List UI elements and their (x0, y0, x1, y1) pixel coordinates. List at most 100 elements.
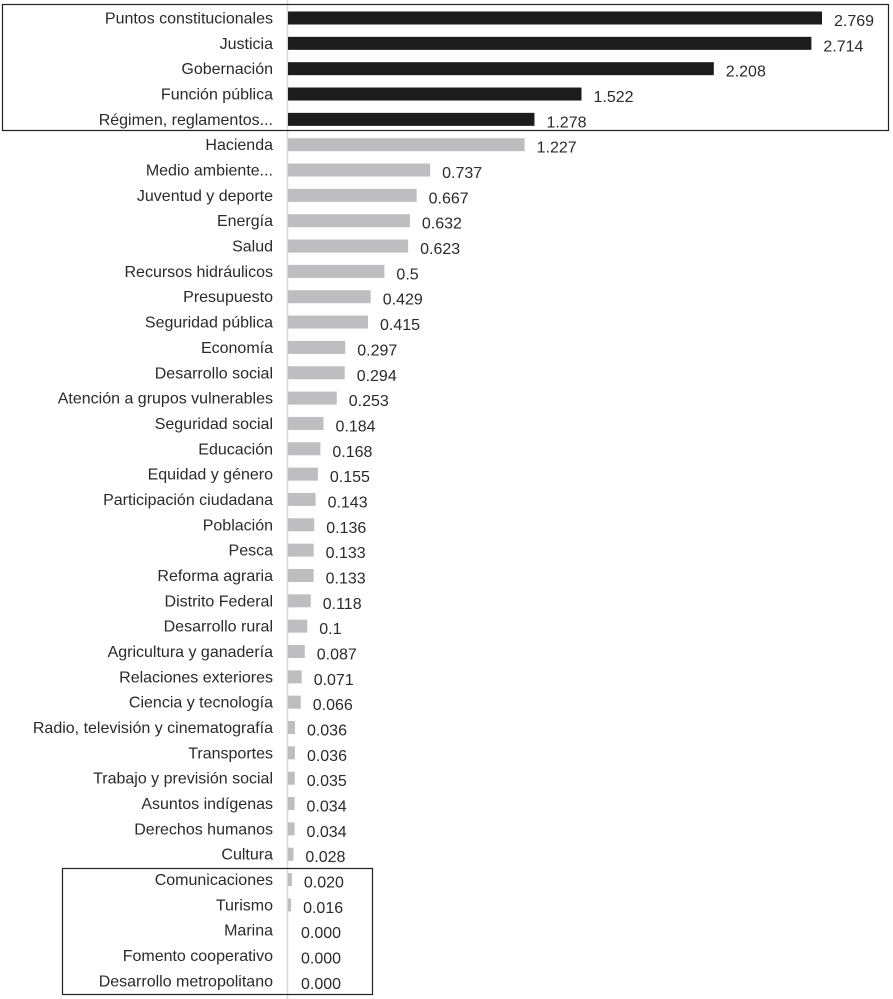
category-label: Cultura (221, 847, 273, 864)
category-label: Transportes (188, 745, 273, 762)
bar-row: Agricultura y ganadería 0.087 (108, 644, 357, 664)
value-label: 0.143 (328, 494, 368, 511)
category-label: Asuntos indígenas (141, 796, 273, 813)
bar (288, 112, 535, 126)
category-label: Equidad y género (148, 467, 274, 484)
bar (288, 594, 311, 608)
bar (288, 315, 369, 329)
bar-row: Juventud y deporte 0.667 (137, 188, 469, 208)
bar (288, 492, 316, 506)
bar (288, 518, 315, 532)
bar-row: Comunicaciones 0.020 (155, 872, 344, 892)
category-label: Justicia (220, 36, 273, 53)
bar (288, 340, 346, 354)
bar (288, 264, 385, 278)
category-label: Recursos hidráulicos (124, 264, 273, 281)
value-label: 0.184 (335, 418, 375, 435)
bar (288, 898, 292, 912)
category-label: Radio, televisión y cinematografía (33, 720, 273, 737)
bar (288, 670, 302, 684)
value-label: 0.623 (420, 241, 460, 258)
bar-row: Pesca 0.133 (229, 543, 366, 563)
bar-row: Justicia 2.714 (220, 36, 864, 56)
category-label: Gobernación (181, 61, 273, 78)
bar (288, 467, 318, 481)
bar (288, 239, 409, 253)
bar (288, 568, 314, 582)
category-label: Energía (217, 213, 273, 230)
value-label: 0.034 (307, 799, 347, 816)
bar-row: Régimen, reglamentos... 1.278 (99, 112, 587, 132)
bar (288, 873, 292, 887)
category-label: Trabajo y previsión social (93, 771, 273, 788)
bar (288, 619, 308, 633)
category-label: Atención a grupos vulnerables (58, 391, 273, 408)
bar-row: Ciencia y tecnología 0.066 (129, 695, 353, 715)
category-label: Agricultura y ganadería (108, 644, 274, 661)
bar-row: Turismo 0.016 (216, 897, 343, 917)
value-label: 0.133 (326, 545, 366, 562)
value-label: 0.087 (317, 647, 357, 664)
value-label: 0.297 (357, 342, 397, 359)
bar-row: Educación 0.168 (198, 441, 372, 461)
bar (288, 62, 714, 76)
bar-row: Energía 0.632 (217, 213, 462, 233)
bar-row: Transportes 0.036 (188, 745, 347, 765)
bar-row: Radio, televisión y cinematografía 0.036 (33, 720, 347, 740)
bar-row: Desarrollo rural 0.1 (164, 619, 342, 639)
value-label: 0.1 (319, 621, 341, 638)
category-label: Función pública (161, 87, 273, 104)
value-label: 1.278 (546, 114, 586, 131)
bar-row: Seguridad pública 0.415 (145, 315, 420, 335)
value-label: 0.000 (301, 976, 341, 993)
bar (288, 87, 582, 101)
category-label: Educación (198, 441, 273, 458)
category-label: Presupuesto (183, 289, 273, 306)
value-label: 0.136 (326, 520, 366, 537)
bar (288, 138, 525, 152)
top-group-box (1, 3, 890, 132)
value-label: 0.632 (422, 216, 462, 233)
category-label: Relaciones exteriores (119, 669, 273, 686)
category-label: Distrito Federal (165, 593, 273, 610)
category-label: Desarrollo social (155, 365, 273, 382)
value-label: 0.000 (301, 951, 341, 968)
value-label: 2.769 (834, 13, 874, 30)
value-label: 0.016 (303, 900, 343, 917)
bar (288, 163, 431, 177)
bar-row: Distrito Federal 0.118 (165, 593, 362, 613)
category-label: Salud (232, 239, 273, 256)
value-label: 1.522 (594, 89, 634, 106)
category-label: Puntos constitucionales (105, 11, 273, 28)
bar-row: Recursos hidráulicos 0.5 (124, 264, 418, 284)
bar (288, 847, 294, 861)
category-label: Seguridad pública (145, 315, 273, 332)
bar-row: Participación ciudadana 0.143 (103, 492, 368, 512)
value-label: 0.294 (357, 368, 397, 385)
bar-row: Desarrollo metropolitano 0.000 (99, 973, 341, 993)
value-label: 1.227 (537, 140, 577, 157)
bar-row: Equidad y género 0.155 (148, 467, 370, 487)
bar (288, 188, 417, 202)
category-label: Seguridad social (155, 416, 273, 433)
category-label: Régimen, reglamentos... (99, 112, 273, 129)
value-label: 0.066 (313, 697, 353, 714)
category-label: Pesca (229, 543, 274, 560)
bar (288, 214, 410, 228)
value-label: 0.168 (332, 444, 372, 461)
value-label: 0.5 (396, 266, 418, 283)
bottom-group-box (61, 867, 374, 996)
value-label: 0.036 (307, 723, 347, 740)
bar (288, 695, 301, 709)
category-label: Economía (201, 340, 273, 357)
bar-row: Trabajo y previsión social 0.035 (93, 771, 347, 791)
bar (288, 822, 295, 836)
bar-row: Gobernación 2.208 (181, 61, 766, 81)
bar-row: Hacienda 1.227 (205, 137, 576, 157)
bar-row: Asuntos indígenas 0.034 (141, 796, 346, 816)
bar-row: Presupuesto 0.429 (183, 289, 423, 309)
value-label: 0.028 (305, 849, 345, 866)
bar (288, 416, 324, 430)
bar (288, 391, 337, 405)
